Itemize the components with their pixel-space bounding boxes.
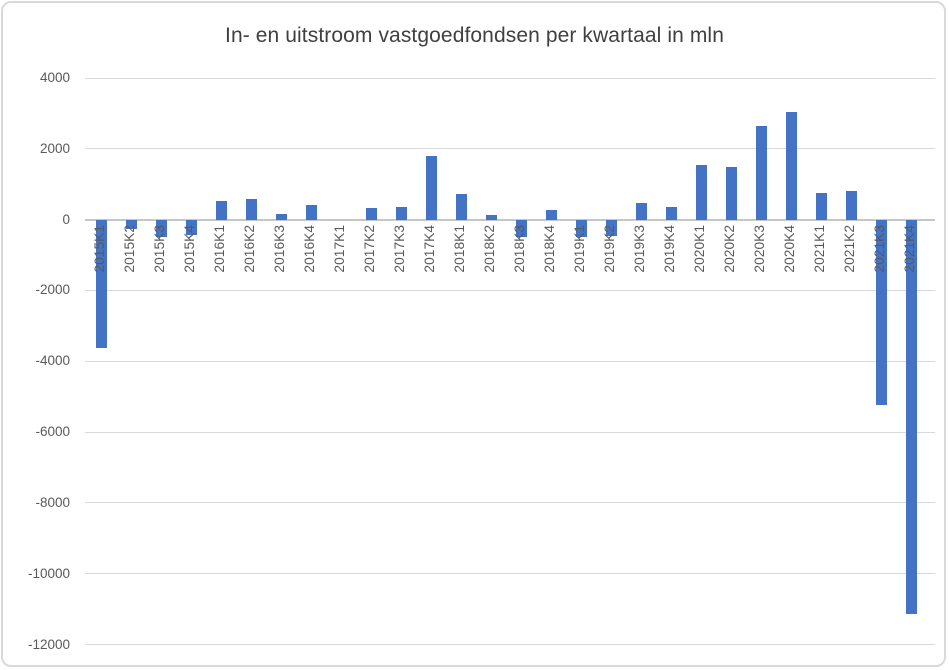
x-label-2016K3: 2016K3: [272, 224, 287, 273]
bar-2018K3: [515, 219, 527, 238]
bar-2020K2: [725, 166, 737, 220]
x-label-2016K4: 2016K4: [302, 224, 317, 273]
x-label-2019K1: 2019K1: [572, 224, 587, 273]
gridline--6000: [85, 431, 935, 433]
bar-2015K4: [185, 219, 197, 235]
gridline--2000: [85, 289, 935, 291]
x-label-2017K3: 2017K3: [392, 224, 407, 273]
bar-2018K4: [545, 209, 557, 220]
gridline--4000: [85, 360, 935, 362]
gridline--10000: [85, 573, 935, 575]
x-label-2021K3: 2021K3: [872, 224, 887, 273]
x-label-2021K1: 2021K1: [812, 224, 827, 273]
gridline-4000: [85, 77, 935, 79]
bar-2019K4: [665, 207, 677, 220]
x-label-2020K3: 2020K3: [752, 224, 767, 273]
x-label-2015K4: 2015K4: [182, 224, 197, 273]
y-tick-label-4000: 4000: [39, 70, 70, 85]
bar-2019K3: [635, 202, 647, 220]
x-label-2017K4: 2017K4: [422, 224, 437, 273]
gridline-2000: [85, 148, 935, 150]
x-label-2017K2: 2017K2: [362, 224, 377, 273]
y-tick-label--10000: -10000: [27, 565, 70, 581]
y-tick-label--12000: -12000: [27, 636, 70, 652]
x-label-2019K3: 2019K3: [632, 224, 647, 273]
y-tick-label--2000: -2000: [35, 282, 70, 298]
x-label-2018K3: 2018K3: [512, 224, 527, 273]
bar-2015K1: [95, 219, 107, 348]
bar-2020K3: [755, 125, 767, 220]
bar-2015K3: [155, 219, 167, 237]
y-tick-label--8000: -8000: [35, 494, 70, 510]
x-label-2015K3: 2015K3: [152, 224, 167, 273]
x-label-2020K2: 2020K2: [722, 224, 737, 273]
x-label-2016K1: 2016K1: [212, 224, 227, 273]
bar-2019K2: [605, 219, 617, 236]
bar-2018K1: [455, 193, 467, 220]
bar-2017K4: [425, 155, 437, 220]
y-tick-label--6000: -6000: [35, 424, 70, 440]
y-tick-label-0: 0: [62, 211, 70, 227]
x-label-2018K1: 2018K1: [452, 224, 467, 273]
bar-2017K2: [365, 208, 377, 220]
bar-2021K3: [875, 219, 887, 406]
x-label-2018K4: 2018K4: [542, 224, 557, 273]
gridline--12000: [85, 644, 935, 645]
x-label-2015K2: 2015K2: [122, 224, 137, 273]
bar-2020K1: [695, 164, 707, 220]
bar-2017K3: [395, 207, 407, 220]
bar-2016K3: [275, 213, 287, 220]
bar-2016K1: [215, 200, 227, 220]
x-label-2016K2: 2016K2: [242, 224, 257, 273]
bar-2019K1: [575, 219, 587, 237]
gridline--8000: [85, 502, 935, 504]
x-label-2020K1: 2020K1: [692, 224, 707, 273]
x-label-2021K2: 2021K2: [842, 224, 857, 273]
x-label-2017K1: 2017K1: [332, 224, 347, 273]
bar-2015K2: [125, 219, 137, 230]
bar-2021K2: [845, 191, 857, 220]
x-label-2021K4: 2021K4: [902, 224, 917, 273]
gridline-0: [85, 218, 935, 221]
bar-2020K4: [785, 112, 797, 220]
bar-2016K4: [305, 204, 317, 220]
y-tick-label-2000: 2000: [39, 140, 70, 156]
bar-2021K4: [905, 219, 917, 615]
x-label-2015K1: 2015K1: [92, 224, 107, 273]
y-tick-label--4000: -4000: [35, 353, 70, 369]
x-label-2019K2: 2019K2: [602, 224, 617, 273]
chart-title: In- en uitstroom vastgoedfondsen per kwa…: [225, 24, 724, 47]
x-label-2018K2: 2018K2: [482, 224, 497, 273]
x-label-2020K4: 2020K4: [782, 224, 797, 273]
x-label-2019K4: 2019K4: [662, 224, 677, 273]
bar-2021K1: [815, 193, 827, 220]
bar-2018K2: [485, 214, 497, 220]
bar-2016K2: [245, 199, 257, 220]
